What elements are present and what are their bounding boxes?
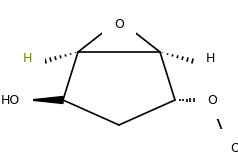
Text: O: O <box>207 93 217 106</box>
Text: O: O <box>114 18 124 31</box>
Text: O: O <box>230 142 238 155</box>
Polygon shape <box>30 97 63 104</box>
Text: H: H <box>206 51 215 64</box>
Text: HO: HO <box>1 93 20 106</box>
Text: H: H <box>23 51 32 64</box>
